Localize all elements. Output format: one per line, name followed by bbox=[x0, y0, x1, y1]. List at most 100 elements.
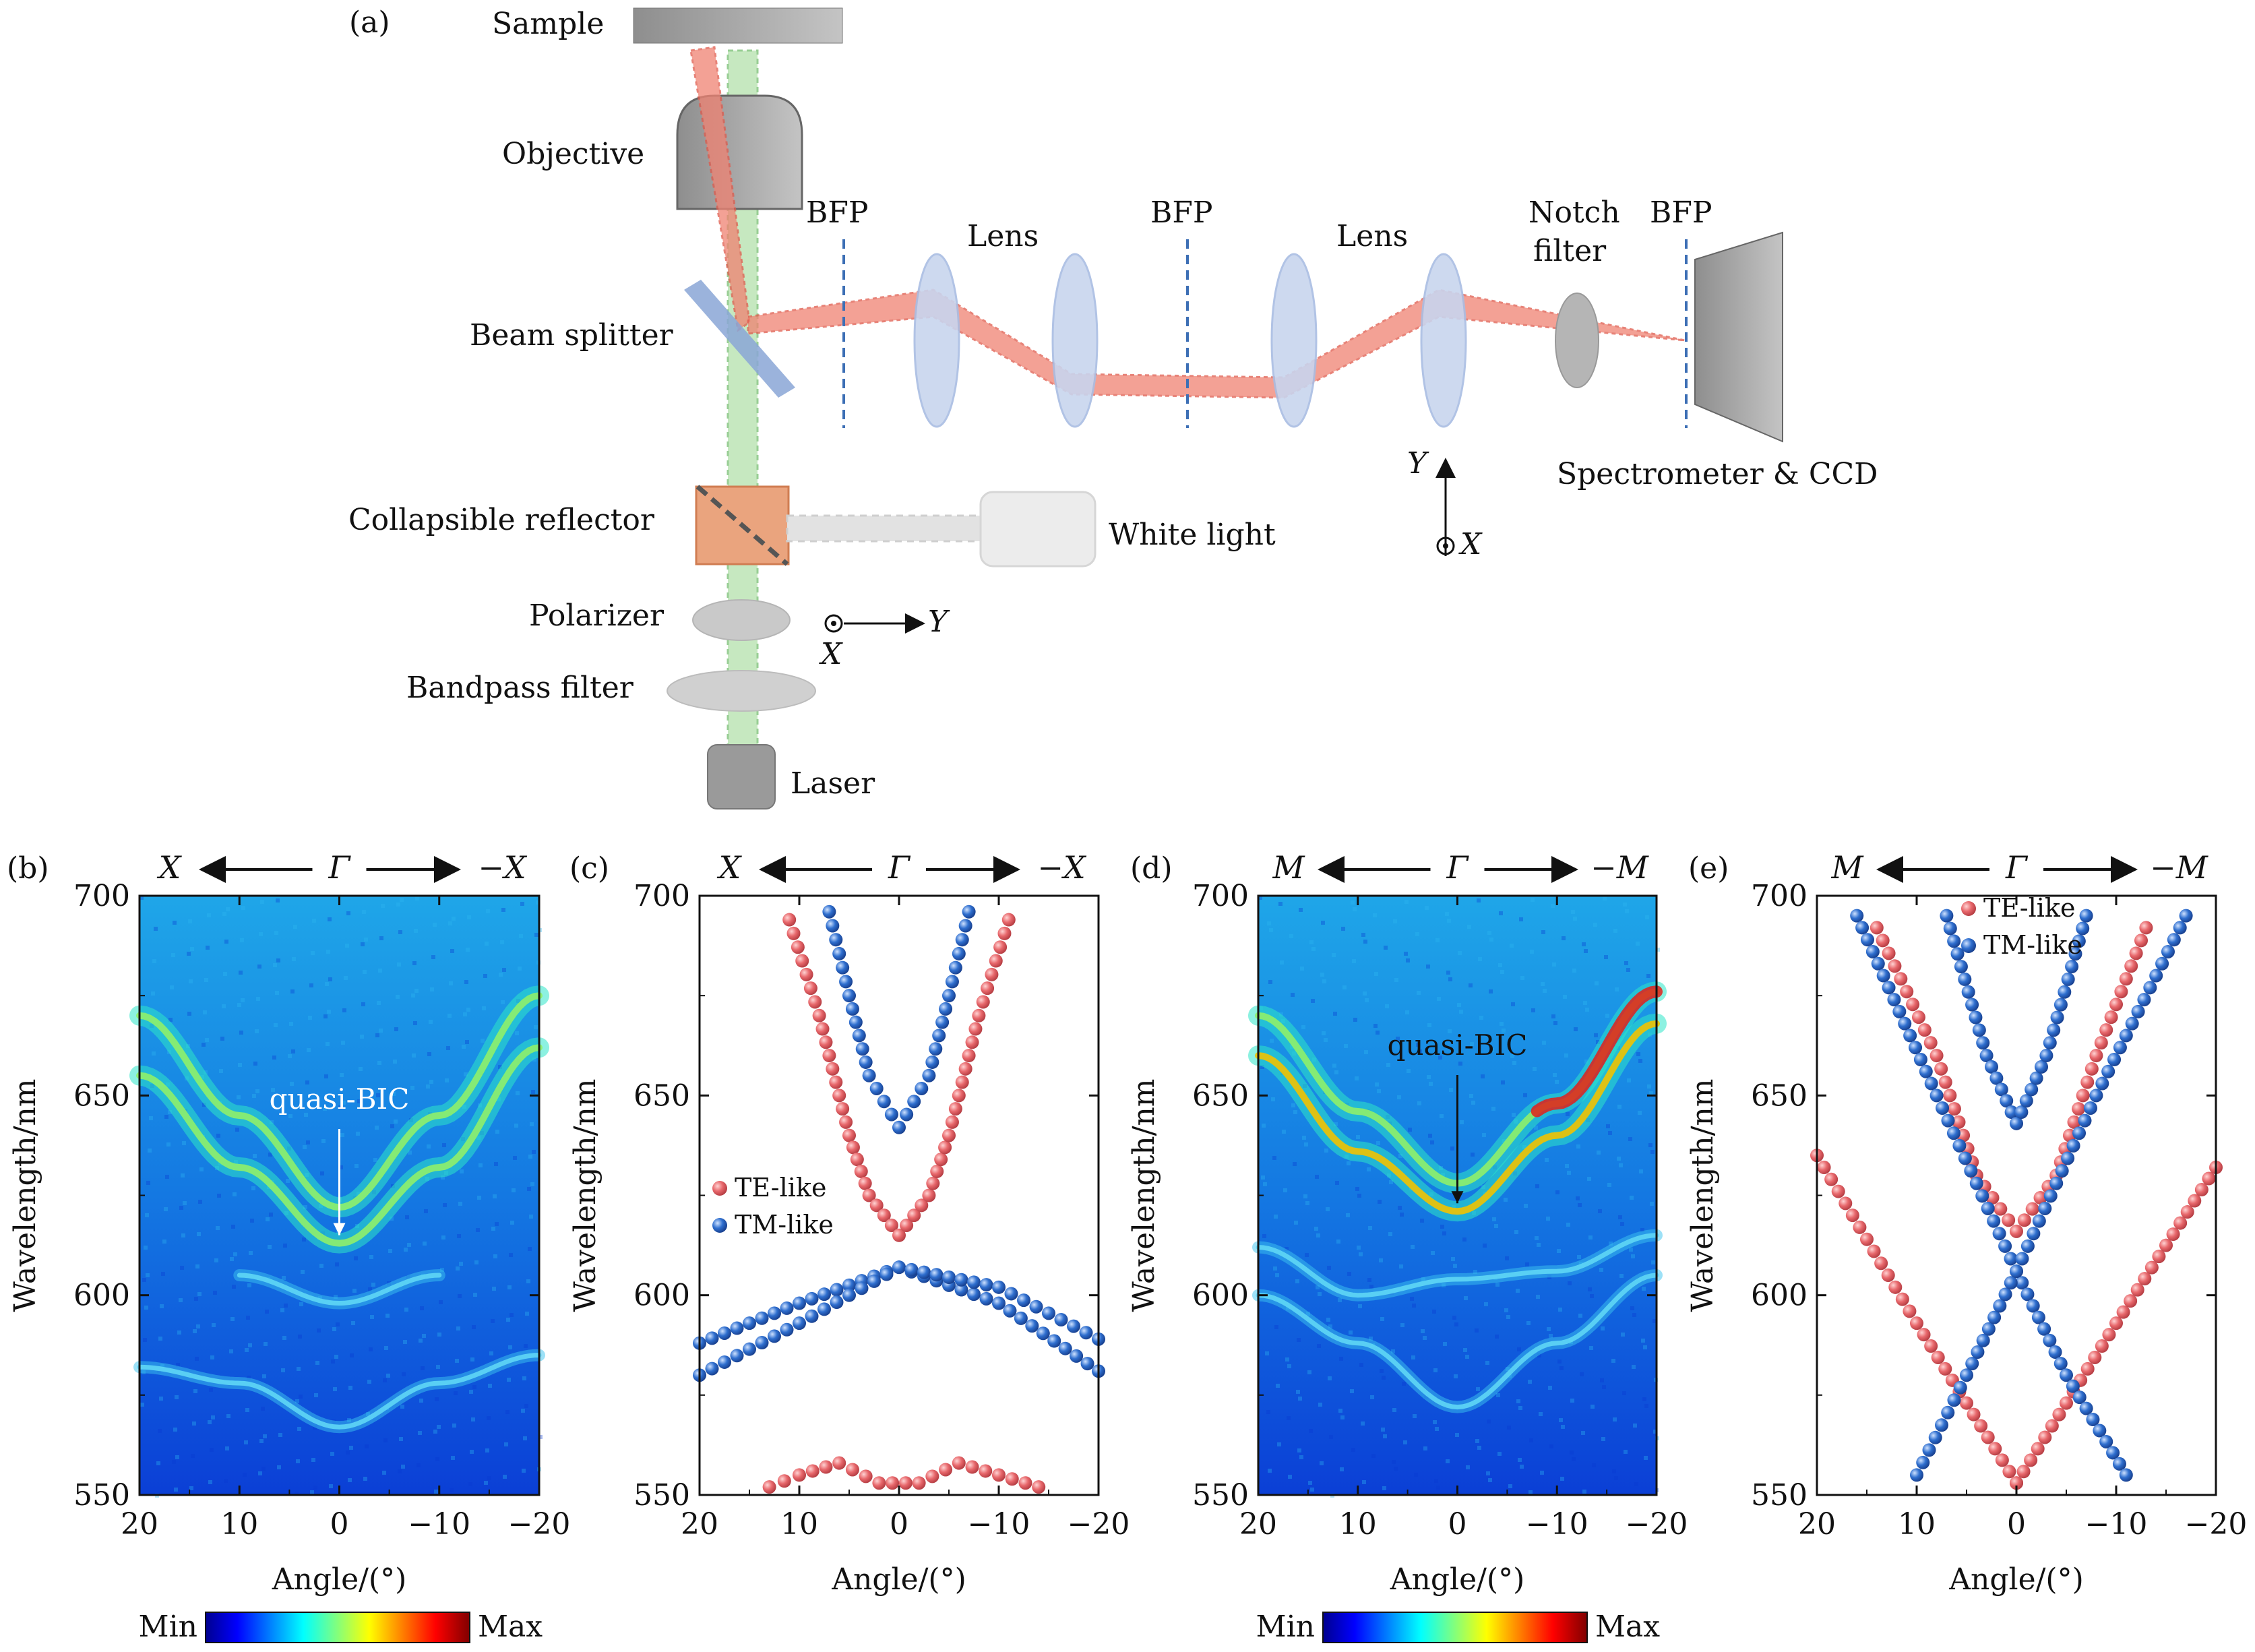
heatmap-noise bbox=[1355, 1076, 1359, 1080]
data-point-tm-like bbox=[2020, 1287, 2035, 1302]
heatmap-noise bbox=[338, 1105, 342, 1109]
heatmap-noise bbox=[400, 1405, 404, 1409]
data-point-tm-like bbox=[1960, 1368, 1973, 1382]
heatmap-noise bbox=[1653, 1430, 1657, 1434]
data-point-tm-like bbox=[1080, 1357, 1094, 1371]
heatmap-noise bbox=[486, 909, 490, 913]
heatmap-noise bbox=[1435, 1427, 1439, 1431]
heatmap-noise bbox=[1549, 1334, 1553, 1338]
data-point-te-like bbox=[907, 1209, 921, 1223]
heatmap-noise bbox=[1518, 1406, 1522, 1410]
heatmap-noise bbox=[1623, 903, 1627, 907]
heatmap-noise bbox=[1397, 1095, 1401, 1099]
data-point-tm-like bbox=[852, 1029, 866, 1043]
heatmap-noise bbox=[1417, 991, 1421, 995]
heatmap-noise bbox=[1501, 1080, 1505, 1084]
heatmap-noise bbox=[1358, 1304, 1362, 1308]
data-point-tm-like bbox=[2031, 1310, 2045, 1324]
heatmap-noise bbox=[361, 1002, 365, 1006]
data-point-te-like bbox=[1960, 1396, 1973, 1410]
heatmap-noise bbox=[264, 1342, 268, 1346]
data-point-te-like bbox=[2188, 1194, 2202, 1208]
heatmap-noise bbox=[1542, 1041, 1546, 1045]
data-point-tm-like bbox=[867, 1274, 881, 1288]
data-point-tm-like bbox=[2010, 1264, 2023, 1279]
collapsible-label: Collapsible reflector bbox=[348, 503, 655, 537]
heatmap-noise bbox=[140, 896, 144, 900]
heatmap-noise bbox=[1486, 1471, 1490, 1475]
heatmap-noise bbox=[501, 908, 505, 912]
heatmap-noise bbox=[1632, 1313, 1636, 1317]
heatmap-noise bbox=[214, 1258, 218, 1262]
heatmap-noise bbox=[509, 1253, 513, 1257]
heatmap-noise bbox=[1584, 949, 1588, 953]
notch-label-line2: filter bbox=[1533, 234, 1607, 268]
heatmap-noise bbox=[1415, 932, 1419, 936]
heatmap-noise bbox=[427, 1144, 431, 1149]
data-point-te-like bbox=[2002, 1213, 2016, 1227]
heatmap-noise bbox=[1512, 1061, 1516, 1065]
heatmap-noise bbox=[206, 946, 210, 950]
data-point-tm-like bbox=[1036, 1326, 1050, 1341]
annotation-arrowhead bbox=[333, 1223, 346, 1235]
heatmap-noise bbox=[274, 1023, 278, 1027]
heatmap-noise bbox=[1557, 1359, 1562, 1364]
heatmap-noise bbox=[1398, 1154, 1402, 1158]
heatmap-noise bbox=[507, 1378, 511, 1382]
data-point-te-like bbox=[829, 1075, 843, 1089]
heatmap-noise bbox=[244, 1440, 248, 1444]
heatmap-noise bbox=[255, 1089, 259, 1093]
band-line bbox=[1256, 1273, 1659, 1410]
panel-label: (d) bbox=[1130, 851, 1173, 886]
heatmap-noise bbox=[413, 1021, 417, 1025]
data-point-tm-like bbox=[1954, 960, 1968, 974]
data-point-tm-like bbox=[2049, 1176, 2064, 1190]
heatmap-noise bbox=[1535, 1184, 1539, 1188]
heatmap-noise bbox=[405, 1215, 409, 1219]
heatmap-noise bbox=[513, 1156, 517, 1160]
heatmap-noise bbox=[1636, 942, 1640, 946]
heatmap-noise bbox=[467, 915, 471, 919]
heatmap-noise bbox=[464, 1072, 468, 1076]
data-point-tm-like bbox=[929, 1268, 944, 1282]
heatmap-noise bbox=[445, 1078, 449, 1082]
y-tick-label: 700 bbox=[634, 879, 690, 913]
heatmap-noise bbox=[1321, 921, 1325, 925]
heatmap-noise bbox=[142, 1278, 146, 1282]
panel-a-setup: (a) Sample Objective Beam splitter BFP B… bbox=[348, 5, 1878, 809]
data-point-tm-like bbox=[1042, 1306, 1055, 1320]
heatmap-noise bbox=[1352, 959, 1356, 963]
heatmap-noise bbox=[476, 1228, 480, 1232]
data-point-tm-like bbox=[2086, 1413, 2100, 1427]
heatmap-noise bbox=[356, 1132, 360, 1136]
heatmap-noise bbox=[459, 1262, 463, 1266]
heatmap-noise bbox=[369, 1255, 373, 1259]
heatmap-noise bbox=[508, 1345, 512, 1349]
heatmap-noise bbox=[1340, 1467, 1344, 1471]
heatmap-noise bbox=[1545, 1158, 1549, 1162]
heatmap-noise bbox=[1520, 1465, 1524, 1469]
heatmap-noise bbox=[398, 930, 402, 934]
heatmap-noise bbox=[1400, 1213, 1404, 1217]
heatmap-noise bbox=[1267, 921, 1271, 925]
heatmap-noise bbox=[363, 1477, 367, 1481]
heatmap-noise bbox=[1385, 1004, 1389, 1008]
heatmap-noise bbox=[1309, 1429, 1313, 1433]
heatmap-noise bbox=[1634, 1482, 1638, 1486]
data-point-tm-like bbox=[2019, 1094, 2033, 1108]
heatmap-noise bbox=[412, 1053, 416, 1058]
heatmap-noise bbox=[534, 933, 538, 937]
heatmap-noise bbox=[404, 1248, 408, 1252]
heatmap-noise bbox=[1644, 1404, 1648, 1408]
heatmap-noise bbox=[1361, 933, 1365, 937]
heatmap-noise bbox=[1560, 1477, 1564, 1481]
data-point-te-like bbox=[862, 1188, 876, 1202]
data-point-te-like bbox=[898, 1476, 913, 1490]
heatmap-noise bbox=[1412, 1304, 1416, 1308]
heatmap-noise bbox=[1548, 1386, 1552, 1390]
data-point-tm-like bbox=[2101, 1064, 2115, 1078]
data-point-tm-like bbox=[2010, 1116, 2023, 1130]
heatmap-noise bbox=[1429, 1082, 1433, 1086]
heatmap-noise bbox=[1581, 1431, 1585, 1435]
